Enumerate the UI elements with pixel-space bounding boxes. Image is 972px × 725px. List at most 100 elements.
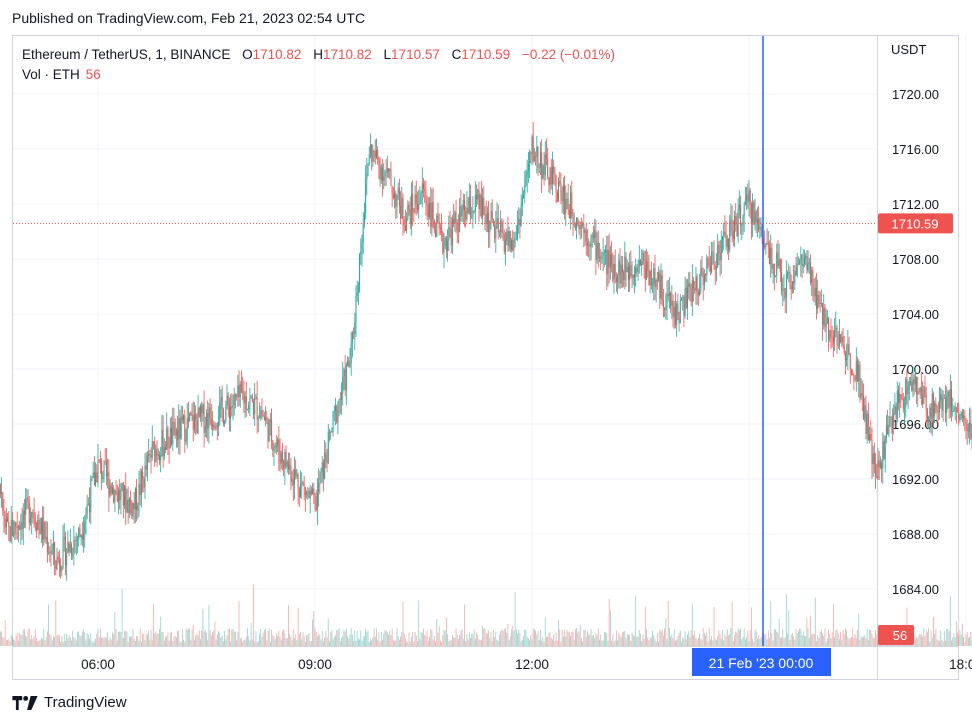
candle-body <box>9 526 11 542</box>
candle-body <box>543 165 545 175</box>
volume-bar <box>49 634 51 646</box>
candle-body <box>121 482 123 490</box>
volume-bar <box>453 637 455 646</box>
candle-body <box>374 151 376 158</box>
candle-body <box>238 385 240 398</box>
candle-body <box>330 431 332 433</box>
candle-body <box>834 330 836 343</box>
candle-body <box>267 418 269 442</box>
candle-body <box>40 517 42 535</box>
volume-bar <box>512 626 514 646</box>
price-axis-unit[interactable]: USDT <box>891 42 927 57</box>
volume-bar <box>789 639 791 646</box>
volume-bar <box>1 631 2 646</box>
volume-bar <box>565 636 567 646</box>
volume-bar <box>455 628 457 646</box>
volume-bar <box>734 635 735 646</box>
candle-body <box>850 369 852 375</box>
volume-bar <box>221 635 223 646</box>
volume-bar <box>839 639 840 646</box>
volume-bar <box>15 635 17 646</box>
candle-body <box>366 173 368 180</box>
candle-body <box>542 165 544 179</box>
volume-bar <box>197 635 199 646</box>
volume-bar <box>631 632 633 646</box>
volume-bar <box>826 638 828 646</box>
candle-body <box>860 393 862 399</box>
candle-body <box>895 406 897 419</box>
volume-bar <box>524 629 526 646</box>
candle-body <box>225 409 227 422</box>
candle-body <box>875 464 877 477</box>
volume-bar <box>304 641 306 646</box>
volume-bar <box>666 638 668 646</box>
volume-bar <box>951 640 952 646</box>
candle-body <box>467 207 469 214</box>
candle-body <box>726 239 728 247</box>
candle-body <box>913 379 915 385</box>
volume-bar <box>355 640 357 646</box>
volume-bar <box>456 634 458 646</box>
candle-body <box>706 257 708 276</box>
volume-bar <box>339 641 341 646</box>
volume-bar <box>215 639 217 646</box>
candle-body <box>474 195 476 212</box>
candle-body <box>865 405 867 435</box>
candle-body <box>703 275 705 286</box>
candle-body <box>799 260 801 264</box>
volume-bar <box>0 631 1 646</box>
volume-bar <box>589 635 591 646</box>
candle-body <box>130 499 132 503</box>
candle-body <box>765 243 767 248</box>
candle-body <box>495 226 497 239</box>
volume-bar <box>875 629 876 646</box>
candle-body <box>431 202 433 227</box>
candle-body <box>852 374 854 376</box>
volume-bar <box>128 635 130 646</box>
volume-bar <box>351 634 353 646</box>
volume-bar <box>78 631 80 646</box>
candle-body <box>369 144 371 155</box>
candle-body <box>160 454 162 461</box>
candle-body <box>513 239 515 251</box>
volume-bar <box>171 631 172 646</box>
candle-body <box>92 472 94 478</box>
candle-body <box>148 454 150 456</box>
volume-bar <box>935 629 937 646</box>
volume-bar <box>683 638 685 646</box>
volume-bar <box>582 641 584 646</box>
candle-body <box>701 268 703 271</box>
volume-bar <box>429 637 430 646</box>
volume-bar <box>749 629 751 646</box>
volume-bar <box>577 632 579 646</box>
candle-body <box>738 204 740 210</box>
volume-bar <box>502 630 504 646</box>
candle-body <box>286 461 288 467</box>
candle-body <box>237 385 239 397</box>
candle-body <box>541 152 543 179</box>
volume-bar <box>249 640 251 646</box>
volume-bar <box>364 636 365 646</box>
candle-body <box>719 253 721 261</box>
volume-bar <box>412 631 414 646</box>
candle-body <box>556 192 558 202</box>
candle-body <box>953 407 955 411</box>
candle-body <box>734 216 736 240</box>
volume-bar <box>372 637 374 646</box>
candle-body <box>584 230 586 234</box>
candle-body <box>535 156 537 158</box>
volume-bar <box>106 637 107 646</box>
candle-body <box>735 216 737 226</box>
volume-bar <box>407 641 409 646</box>
volume-bar <box>507 623 509 646</box>
volume-bar <box>560 641 562 646</box>
volume-bar <box>59 635 60 646</box>
candle-body <box>214 427 216 429</box>
chart-frame[interactable] <box>12 35 959 680</box>
volume-bar <box>602 640 604 646</box>
volume-bar <box>68 635 70 646</box>
volume-bar <box>869 629 870 646</box>
tradingview-footer[interactable]: TradingView <box>12 694 127 711</box>
volume-bar <box>114 612 116 646</box>
